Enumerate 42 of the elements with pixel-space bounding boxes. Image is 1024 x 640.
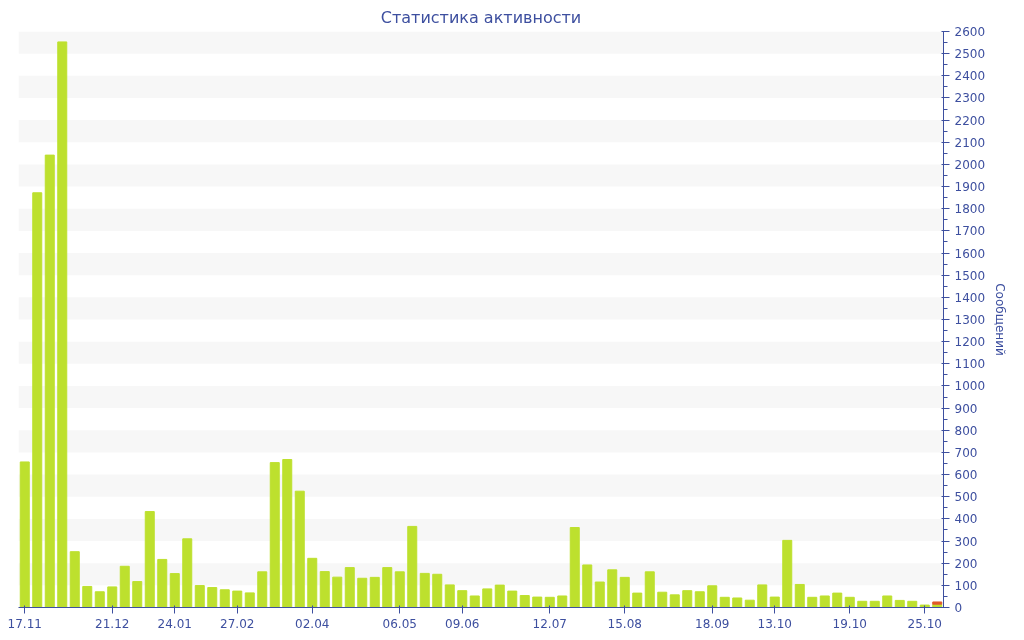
y-tick-label: 1900: [954, 180, 986, 195]
x-tick-label: 15.08: [607, 616, 642, 631]
x-tick-label: 24.01: [157, 616, 192, 631]
y-tick-label: 1500: [954, 268, 986, 283]
x-tick-label: 19.10: [832, 616, 867, 631]
y-tick-label: 2100: [954, 135, 986, 150]
y-tick-label: 900: [954, 401, 978, 416]
y-tick-label: 200: [954, 556, 978, 571]
y-tick-label: 2300: [954, 91, 986, 106]
y-tick-label: 2000: [954, 157, 986, 172]
x-tick-label: 09.06: [445, 616, 480, 631]
y-tick-label: 1800: [954, 202, 986, 217]
chart-title: Статистика активности: [380, 7, 582, 27]
y-tick-label: 0: [954, 601, 963, 615]
x-tick-label: 18.09: [695, 616, 730, 631]
x-tick-label: 06.05: [382, 616, 417, 631]
y-tick-label: 500: [954, 490, 978, 505]
x-tick-label: 13.10: [757, 616, 792, 631]
y-tick-label: 100: [954, 578, 978, 593]
y-tick-label: 800: [954, 423, 978, 438]
x-tick-label: 02.04: [295, 616, 330, 631]
y-tick-label: 1100: [954, 357, 986, 372]
y-tick-label: 1400: [954, 290, 986, 305]
y-tick-label: 1200: [954, 335, 986, 350]
y-tick-label: 1600: [954, 246, 986, 261]
y-axis-title: Сообщений: [993, 283, 1008, 356]
x-tick-label: 27.02: [220, 616, 255, 631]
y-tick-label: 400: [954, 512, 978, 527]
y-tick-label: 2600: [954, 25, 986, 39]
y-tick-label: 2200: [954, 113, 986, 128]
y-tick-label: 2500: [954, 47, 986, 62]
y-tick-label: 600: [954, 468, 978, 483]
x-tick-label: 12.07: [532, 616, 567, 631]
y-tick-label: 1000: [954, 379, 986, 394]
y-tick-label: 300: [954, 534, 978, 549]
x-tick-label: 17.11: [7, 616, 42, 631]
y-tick-label: 1700: [954, 224, 986, 239]
y-tick-label: 700: [954, 445, 978, 460]
y-tick-label: 2400: [954, 69, 986, 84]
y-tick-label: 1300: [954, 313, 986, 327]
x-tick-label: 25.10: [907, 616, 942, 631]
x-tick-label: 21.12: [95, 616, 130, 631]
